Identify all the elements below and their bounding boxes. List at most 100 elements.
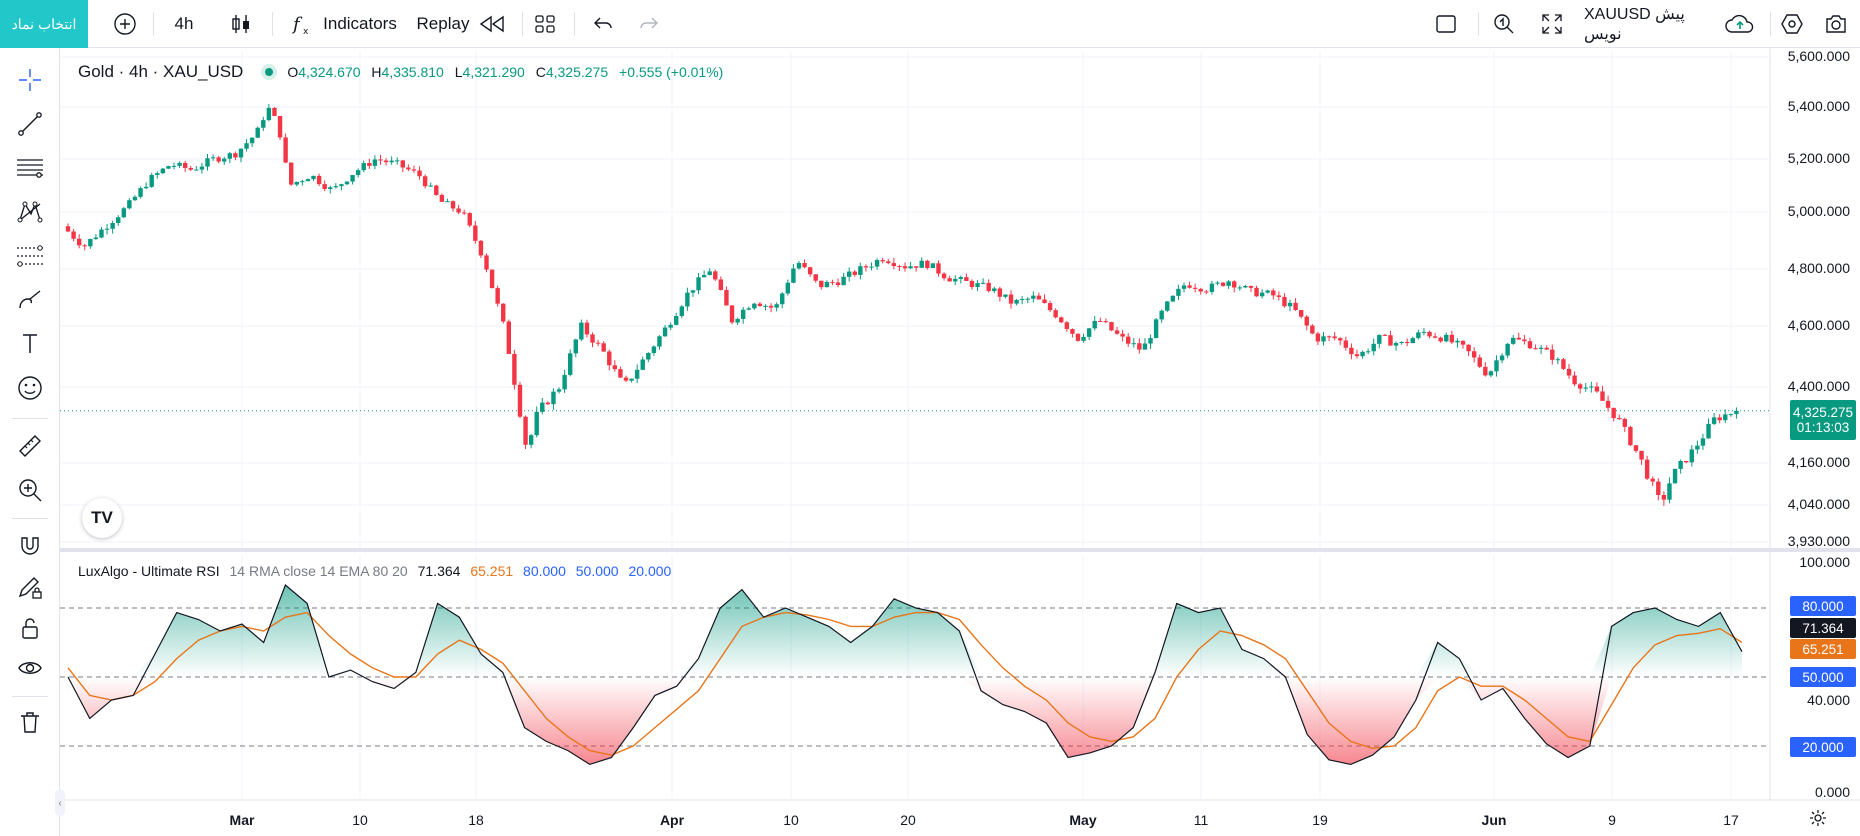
- candle: [1399, 341, 1404, 345]
- candle: [707, 268, 712, 276]
- magnet-icon[interactable]: [8, 528, 52, 564]
- candle: [813, 273, 818, 283]
- candle: [400, 160, 405, 173]
- pattern-icon[interactable]: [8, 194, 52, 230]
- crosshair-icon[interactable]: [8, 62, 52, 98]
- time-tick-label: Mar: [229, 812, 255, 828]
- fullscreen-icon[interactable]: [1538, 0, 1566, 48]
- candle: [1644, 455, 1650, 481]
- high-label: H: [371, 64, 382, 80]
- rsi-name[interactable]: LuxAlgo - Ultimate RSI: [78, 563, 220, 579]
- candle: [1427, 330, 1432, 339]
- change-value: +0.555 (+0.01%): [619, 64, 724, 80]
- square-icon[interactable]: [1432, 0, 1460, 48]
- collapse-toolbar-handle[interactable]: ‹: [55, 790, 65, 816]
- rsi-axis-100: 100.000: [1799, 554, 1850, 570]
- emoji-icon[interactable]: [8, 370, 52, 406]
- brush-icon[interactable]: [8, 282, 52, 318]
- candle: [110, 220, 115, 234]
- rsi-params: 14 RMA close 14 EMA 80 20: [229, 563, 408, 579]
- time-tick-label: May: [1069, 812, 1097, 828]
- candle: [1533, 344, 1538, 350]
- candle: [735, 317, 740, 326]
- candle: [1086, 327, 1092, 341]
- candle: [1695, 440, 1700, 454]
- candle: [71, 229, 76, 242]
- candle: [947, 275, 952, 282]
- candle: [1505, 343, 1510, 359]
- candle: [573, 338, 578, 358]
- candle: [1131, 338, 1136, 348]
- symbol-title[interactable]: Gold · 4h · XAU_USD: [78, 62, 244, 81]
- candle: [1326, 335, 1332, 342]
- trend-line-icon[interactable]: [8, 106, 52, 142]
- camera-icon[interactable]: [1822, 0, 1850, 48]
- candle: [674, 312, 679, 326]
- candle: [523, 415, 528, 449]
- candle: [640, 356, 645, 371]
- candle: [540, 398, 545, 415]
- candle: [1432, 332, 1438, 339]
- candle: [930, 263, 936, 269]
- candle: [662, 324, 668, 337]
- candle: [1365, 348, 1371, 355]
- candle: [93, 234, 99, 240]
- candle: [1109, 321, 1114, 332]
- ruler-icon[interactable]: [8, 428, 52, 464]
- eye-icon[interactable]: [8, 650, 52, 686]
- current-price: 4,325.275: [1792, 405, 1854, 420]
- candle: [361, 160, 366, 173]
- candle: [1343, 336, 1349, 351]
- time-tick-label: 19: [1312, 812, 1328, 828]
- candle: [1204, 289, 1209, 295]
- candle: [740, 307, 746, 324]
- fib-icon[interactable]: [8, 238, 52, 274]
- alert-icon[interactable]: [1490, 0, 1518, 48]
- rsi-signal-value: 65.251: [470, 563, 514, 579]
- candle: [138, 186, 143, 199]
- zoom-icon[interactable]: [8, 472, 52, 508]
- plus-circle-icon[interactable]: [110, 0, 140, 48]
- candle: [1600, 385, 1605, 401]
- settings-hex-icon[interactable]: [1778, 0, 1806, 48]
- candle: [913, 266, 919, 272]
- candle: [1215, 280, 1220, 286]
- draft-layout-name[interactable]: XAUUSD پیش نویس: [1584, 6, 1685, 43]
- candle: [1583, 383, 1588, 392]
- layout-grid-icon[interactable]: [532, 0, 558, 48]
- replay-button[interactable]: Replay: [416, 14, 470, 33]
- undo-icon[interactable]: [590, 0, 616, 48]
- candle: [316, 173, 322, 187]
- candle: [1220, 282, 1226, 287]
- lock-draw-icon[interactable]: [8, 570, 52, 606]
- candle: [780, 292, 785, 309]
- candle: [584, 319, 590, 338]
- lock-icon[interactable]: [8, 610, 52, 646]
- trash-icon[interactable]: [8, 704, 52, 740]
- text-icon[interactable]: [8, 326, 52, 362]
- candle: [796, 260, 802, 270]
- candle: [1025, 297, 1030, 304]
- candle: [1019, 296, 1025, 305]
- candle: [1410, 336, 1415, 344]
- indicators-button[interactable]: Indicators: [323, 14, 397, 33]
- replay-icon[interactable]: [474, 0, 508, 48]
- tradingview-logo[interactable]: TV: [82, 498, 122, 538]
- candles-icon[interactable]: [226, 0, 256, 48]
- price-tick-label: 3,930.000: [1787, 533, 1850, 549]
- axis-settings-icon[interactable]: [1808, 808, 1828, 833]
- cloud-icon[interactable]: [1722, 0, 1758, 48]
- candle: [925, 259, 930, 270]
- candle: [941, 272, 947, 281]
- symbol-search-button[interactable]: انتخاب نماد: [0, 0, 88, 48]
- candle: [339, 183, 344, 191]
- horizontal-lines-icon[interactable]: [8, 150, 52, 186]
- timeframe-button[interactable]: 4h: [174, 14, 194, 33]
- candle: [1282, 293, 1287, 308]
- candle: [283, 133, 288, 164]
- candle: [919, 257, 924, 268]
- rsi-os-value: 20.000: [628, 563, 672, 579]
- candle: [646, 352, 651, 363]
